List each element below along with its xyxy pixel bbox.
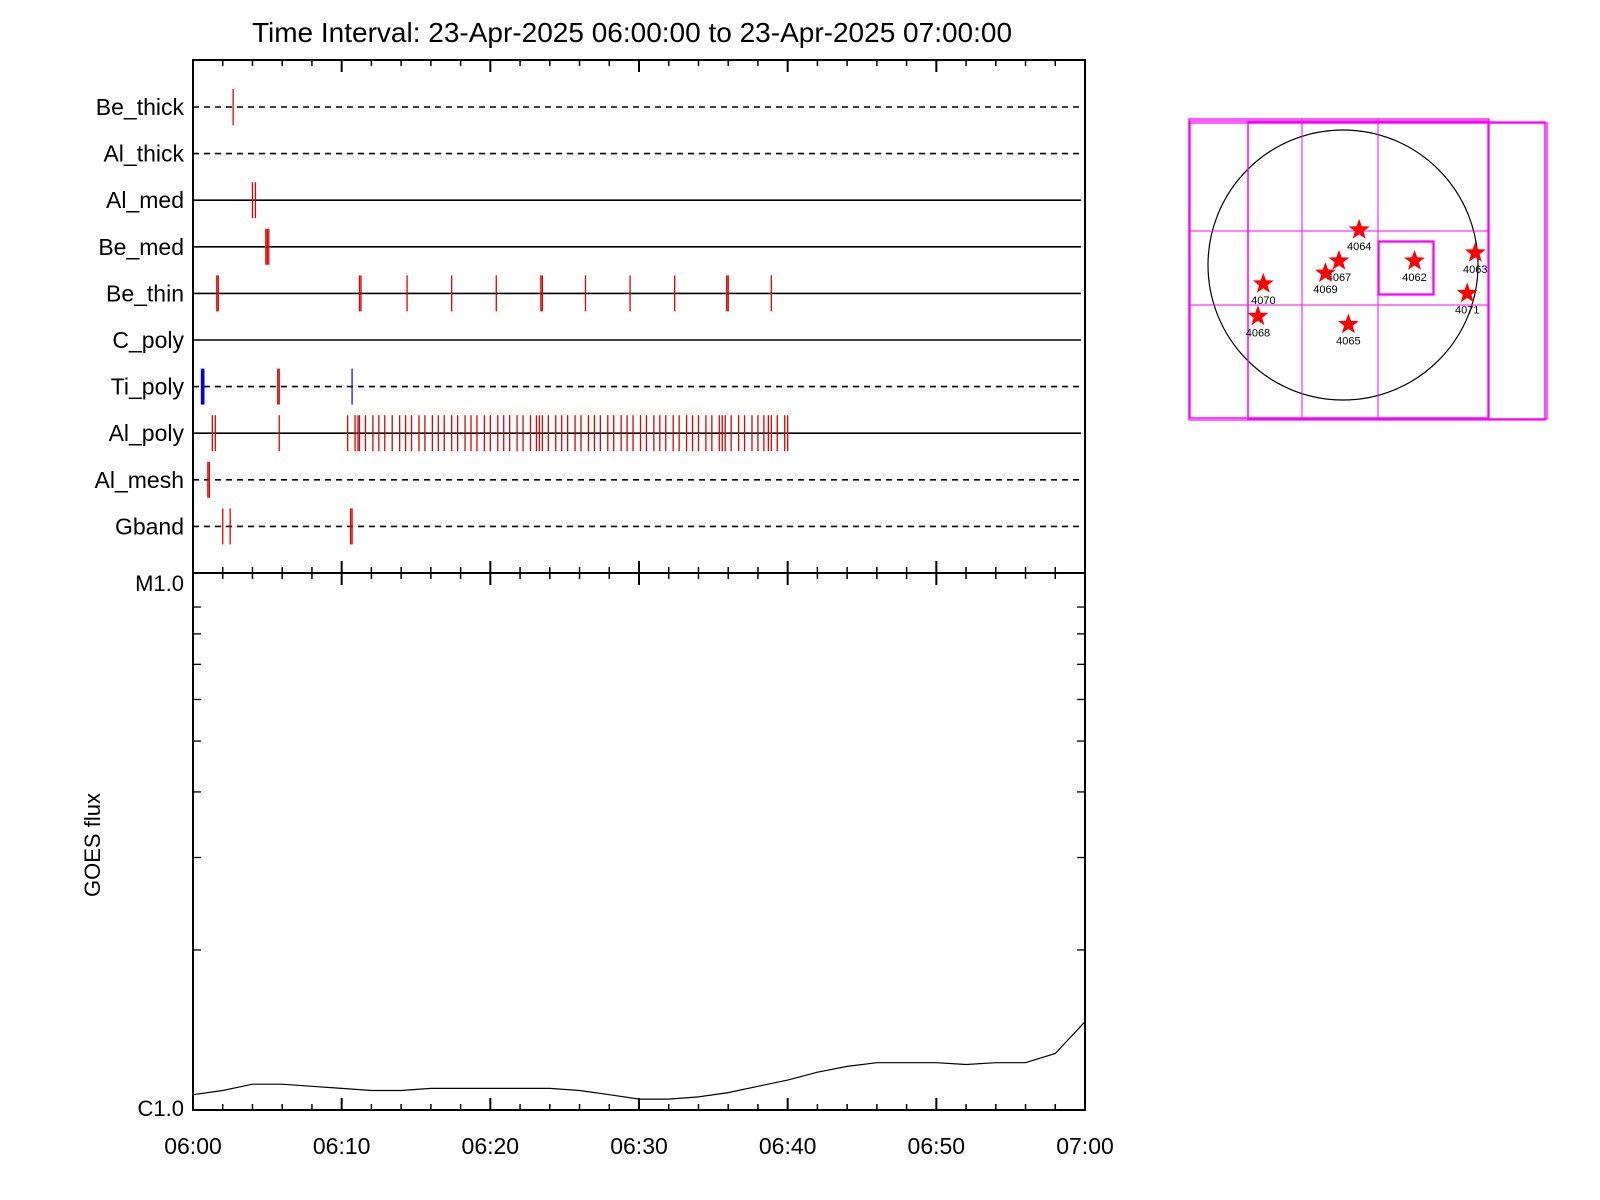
x-tick-label: 07:00 — [1056, 1133, 1114, 1159]
region-label: 4065 — [1336, 335, 1360, 347]
filter-timeline-panel: Be_thick Al_thick Al_med Be_med Be_thin C_pol… — [95, 59, 1086, 574]
region-star-marker — [1328, 249, 1350, 270]
x-tick-label: 06:30 — [610, 1133, 668, 1159]
fov-box — [1247, 122, 1548, 420]
x-tick-label: 06:50 — [908, 1133, 966, 1159]
flux-frame — [192, 572, 1086, 1111]
fov-box — [1247, 121, 1546, 420]
filter-label: Al_med — [106, 187, 184, 213]
filter-label: Al_thick — [103, 141, 184, 167]
filter-label: Al_poly — [109, 420, 185, 446]
x-tick-label: 06:10 — [313, 1133, 371, 1159]
filter-label: Be_thin — [106, 280, 184, 306]
region-label: 4071 — [1455, 304, 1479, 316]
x-tick-label: 06:40 — [759, 1133, 817, 1159]
fov-box — [1189, 120, 1489, 419]
chart-title: Time Interval: 23-Apr-2025 06:00:00 to 2… — [252, 17, 1012, 48]
region-star-marker — [1315, 262, 1336, 282]
fov-box — [1188, 118, 1490, 419]
fov-box — [1188, 122, 1546, 421]
region-label: 4069 — [1313, 284, 1337, 296]
region-star-marker — [1247, 305, 1269, 326]
filter-label: Be_med — [98, 234, 184, 260]
y-axis-label: GOES flux — [80, 793, 105, 897]
region-star-marker — [1464, 241, 1486, 262]
region-star-marker — [1404, 249, 1425, 270]
region-label: 4062 — [1402, 272, 1426, 284]
filter-label: Be_thick — [96, 94, 185, 120]
region-label: 4070 — [1251, 295, 1275, 307]
filter-label: Al_mesh — [95, 467, 184, 493]
solar-disk-limb — [1207, 129, 1479, 401]
fov-box — [1378, 241, 1434, 295]
filter-label: C_poly — [112, 327, 184, 353]
region-label: 4068 — [1246, 327, 1270, 339]
filter-label: Ti_poly — [111, 374, 185, 400]
x-tick-label: 06:00 — [164, 1133, 222, 1159]
x-tick-label: 06:20 — [462, 1133, 520, 1159]
filter-label: Gband — [115, 513, 184, 539]
y-tick-label: M1.0 — [135, 571, 184, 596]
y-tick-label: C1.0 — [138, 1096, 184, 1121]
fov-box — [1377, 240, 1435, 296]
region-label: 4067 — [1327, 272, 1351, 284]
timeline-frame — [192, 59, 1086, 574]
region-label: 4063 — [1463, 264, 1487, 276]
region-star-marker — [1456, 282, 1478, 303]
region-star-marker — [1252, 272, 1274, 293]
goes-flux-line — [192, 1021, 1086, 1100]
region-label: 4064 — [1347, 241, 1371, 253]
region-star-marker — [1337, 313, 1359, 334]
region-star-marker — [1348, 218, 1370, 239]
goes-flux-panel: 06:00 06:10 06:20 06:30 06:40 06:50 07:00 C1.0 M… — [80, 571, 1114, 1159]
